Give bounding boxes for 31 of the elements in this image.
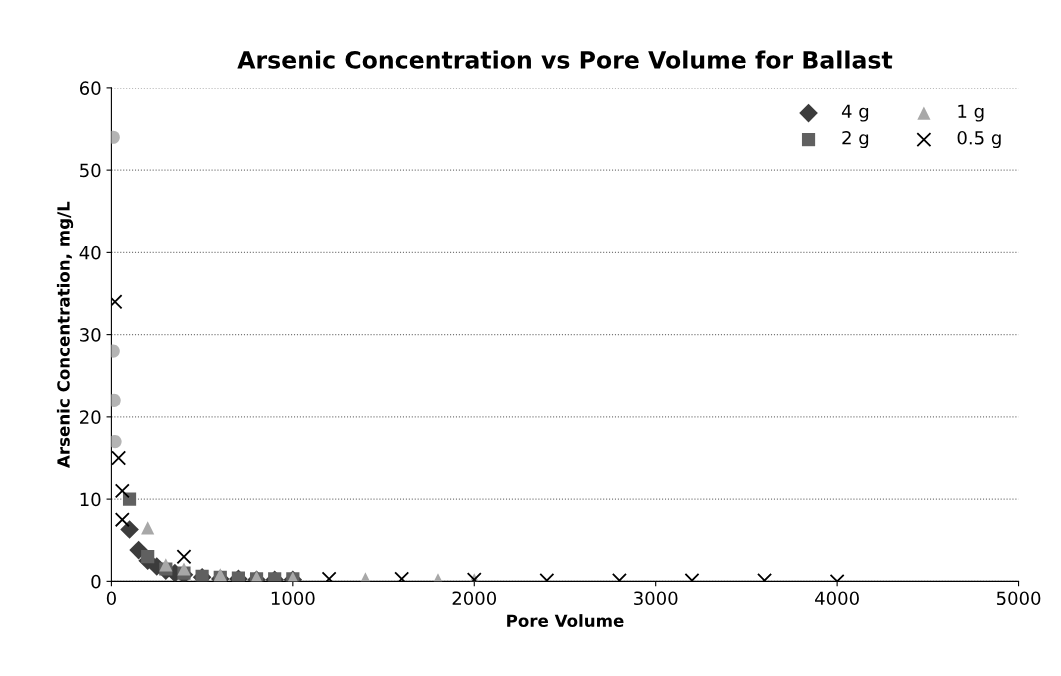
point <box>177 562 191 576</box>
point <box>114 512 130 528</box>
legend-label: 2 g <box>842 130 869 149</box>
point <box>176 549 192 565</box>
y-tick-label: 30 <box>80 328 101 342</box>
point <box>111 434 122 449</box>
x-tick-label: 5000 <box>996 591 1041 606</box>
y-tick-label: 20 <box>80 410 101 424</box>
point <box>159 558 173 572</box>
y-tick-label: 40 <box>79 245 101 260</box>
y-axis-title: Arsenic Concentration, mg/L <box>56 201 74 468</box>
point <box>120 520 139 539</box>
x-tick-label: 1000 <box>271 591 315 606</box>
x-axis-title: Pore Volume <box>507 614 624 628</box>
legend-label: 1 g <box>958 104 984 122</box>
x-tick-label: 2000 <box>452 591 497 606</box>
point <box>141 550 155 564</box>
legend-label: 4 g <box>841 104 869 122</box>
y-tick-label: 50 <box>80 163 101 178</box>
y-tick-label: 60 <box>79 81 101 95</box>
legend-label: 0.5 g <box>957 130 1001 149</box>
x-tick-label: 0 <box>106 591 116 606</box>
x-tick-label: 3000 <box>634 591 678 606</box>
x-tick-label: 4000 <box>815 591 859 606</box>
y-tick-label: 10 <box>80 492 101 507</box>
point <box>122 492 137 506</box>
y-tick-label: 0 <box>91 574 101 589</box>
point <box>111 450 127 466</box>
point <box>141 521 155 535</box>
point <box>114 483 130 499</box>
chart-title: Arsenic Concentration vs Pore Volume for Ballast <box>237 50 893 69</box>
